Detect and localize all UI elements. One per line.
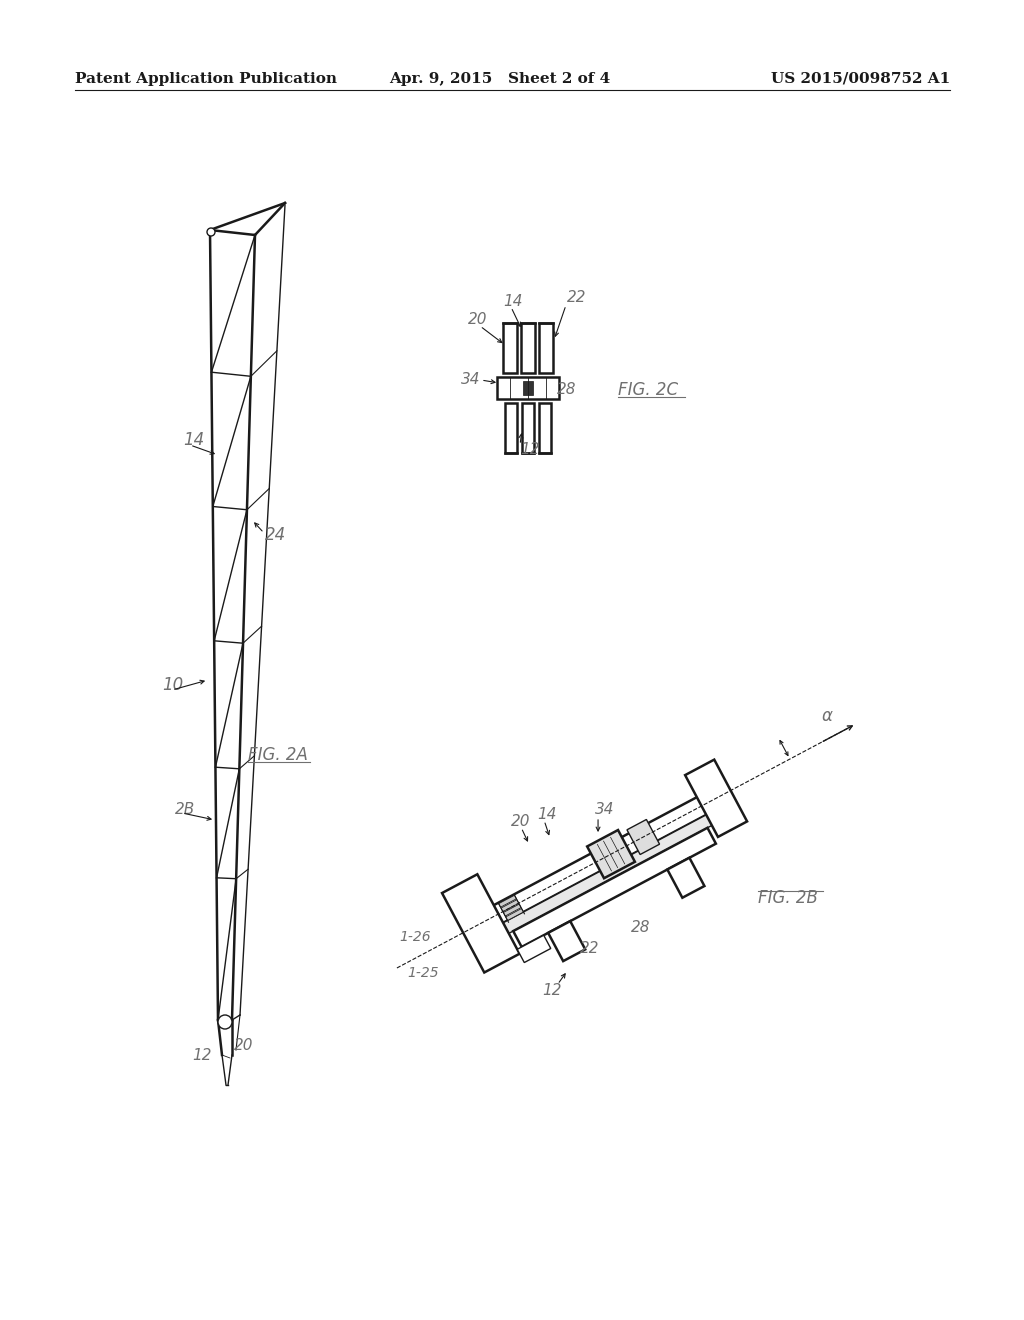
Text: 12: 12 xyxy=(193,1048,212,1063)
Text: Apr. 9, 2015   Sheet 2 of 4: Apr. 9, 2015 Sheet 2 of 4 xyxy=(389,73,610,86)
Text: 2B: 2B xyxy=(175,803,196,817)
Text: 1-25: 1-25 xyxy=(407,966,438,979)
Text: 22: 22 xyxy=(567,290,587,305)
Text: 28: 28 xyxy=(632,920,651,935)
Text: 12: 12 xyxy=(543,983,562,998)
Polygon shape xyxy=(481,803,734,945)
Text: 22: 22 xyxy=(581,941,600,956)
Text: 12: 12 xyxy=(520,442,540,458)
Polygon shape xyxy=(627,820,659,854)
Polygon shape xyxy=(668,858,705,898)
Text: 34: 34 xyxy=(595,803,614,817)
Polygon shape xyxy=(504,904,521,916)
Text: US 2015/0098752 A1: US 2015/0098752 A1 xyxy=(771,73,950,86)
Text: 20: 20 xyxy=(468,313,487,327)
Text: 24: 24 xyxy=(265,525,287,544)
Polygon shape xyxy=(517,936,551,962)
Circle shape xyxy=(207,228,215,236)
Text: 14: 14 xyxy=(183,432,204,449)
Polygon shape xyxy=(523,381,534,395)
Text: 20: 20 xyxy=(234,1038,254,1052)
Text: Patent Application Publication: Patent Application Publication xyxy=(75,73,337,86)
Text: α: α xyxy=(821,708,833,726)
Polygon shape xyxy=(548,921,586,961)
Polygon shape xyxy=(513,828,716,946)
Polygon shape xyxy=(522,403,534,453)
Polygon shape xyxy=(539,403,551,453)
Polygon shape xyxy=(587,830,635,878)
Polygon shape xyxy=(505,403,517,453)
Text: FIG. 2C: FIG. 2C xyxy=(618,381,678,399)
Circle shape xyxy=(218,1015,232,1030)
Text: 14: 14 xyxy=(503,294,522,309)
Text: FIG. 2B: FIG. 2B xyxy=(758,890,818,907)
Text: 34: 34 xyxy=(461,372,480,388)
Text: 10: 10 xyxy=(162,676,183,694)
Polygon shape xyxy=(521,323,535,374)
Polygon shape xyxy=(501,900,519,912)
Polygon shape xyxy=(685,759,748,837)
Polygon shape xyxy=(472,785,728,935)
Polygon shape xyxy=(442,874,519,973)
Polygon shape xyxy=(506,908,523,920)
Text: 28: 28 xyxy=(557,383,577,397)
Polygon shape xyxy=(503,323,517,374)
Text: 20: 20 xyxy=(511,814,530,829)
Text: 1-26: 1-26 xyxy=(399,929,431,944)
Text: 14: 14 xyxy=(538,807,557,822)
Text: FIG. 2A: FIG. 2A xyxy=(248,746,308,764)
Polygon shape xyxy=(499,895,516,907)
Polygon shape xyxy=(539,323,553,374)
Polygon shape xyxy=(497,378,559,399)
